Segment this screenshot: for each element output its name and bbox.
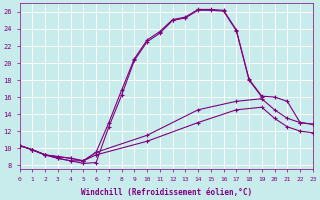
X-axis label: Windchill (Refroidissement éolien,°C): Windchill (Refroidissement éolien,°C) — [81, 188, 252, 197]
